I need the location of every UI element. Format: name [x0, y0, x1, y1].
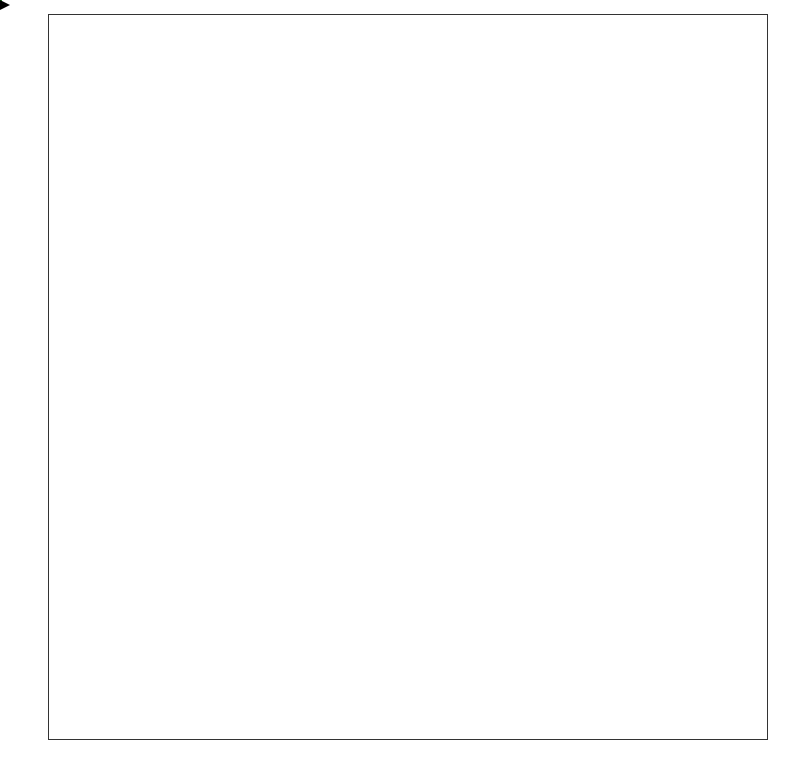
diagram-canvas	[0, 0, 812, 759]
outer-border	[48, 14, 768, 740]
archive-arrow-head-icon	[0, 0, 10, 10]
